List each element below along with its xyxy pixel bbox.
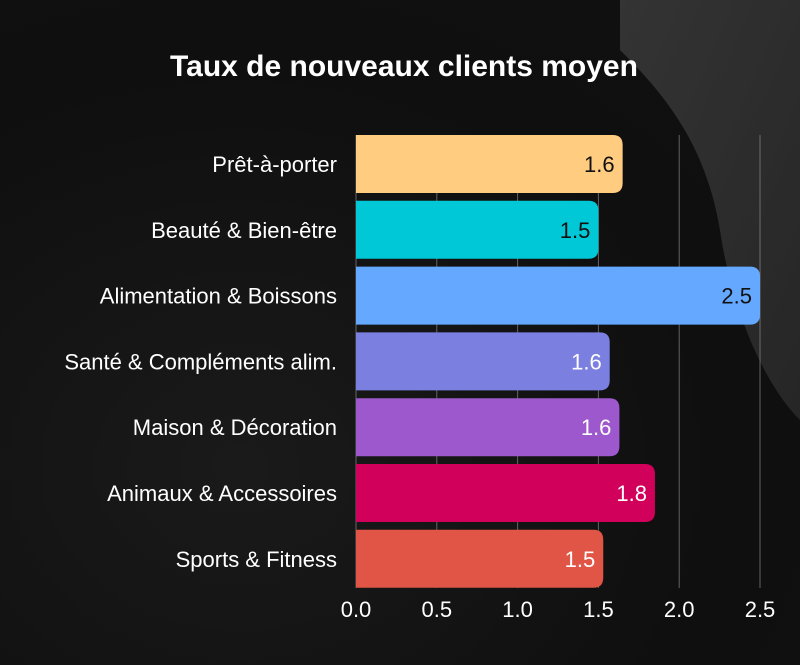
bars: 1.6 1.5 2.5 1.6 1.6 1.8 1.5 — [356, 135, 760, 588]
category-label: Santé & Compléments alim. — [64, 349, 337, 374]
bar — [356, 200, 599, 259]
x-tick-label: 0.0 — [341, 597, 372, 622]
category-label: Prêt-à-porter — [212, 152, 337, 177]
x-tick-label: 1.5 — [583, 597, 614, 622]
bar — [356, 464, 655, 522]
category-labels: Prêt-à-porter Beauté & Bien-être Alimentat… — [64, 152, 337, 572]
category-label: Animaux & Accessoires — [107, 481, 337, 506]
bar — [356, 332, 610, 391]
category-label: Maison & Décoration — [133, 415, 337, 440]
x-tick-label: 2.0 — [664, 597, 695, 622]
bar-value-label: 1.6 — [571, 349, 602, 374]
bar-value-label: 2.5 — [721, 284, 752, 309]
bar — [356, 266, 760, 325]
x-tick-label: 1.0 — [502, 597, 533, 622]
category-label: Sports & Fitness — [176, 547, 337, 572]
category-label: Beauté & Bien-être — [151, 218, 337, 243]
bar — [356, 135, 623, 193]
x-axis-ticks: 0.0 0.5 1.0 1.5 2.0 2.5 — [341, 597, 776, 622]
chart-title: Taux de nouveaux clients moyen — [170, 50, 638, 83]
bar — [356, 398, 620, 457]
background-decoration — [620, 0, 800, 420]
bar-value-label: 1.5 — [560, 218, 591, 243]
category-label: Alimentation & Boissons — [100, 284, 337, 309]
x-tick-label: 0.5 — [422, 597, 453, 622]
bar-value-label: 1.8 — [616, 481, 647, 506]
bar-value-label: 1.5 — [565, 547, 596, 572]
bar-value-label: 1.6 — [581, 415, 612, 440]
bar-value-label: 1.6 — [584, 152, 615, 177]
x-tick-label: 2.5 — [745, 597, 776, 622]
bar — [356, 529, 604, 588]
